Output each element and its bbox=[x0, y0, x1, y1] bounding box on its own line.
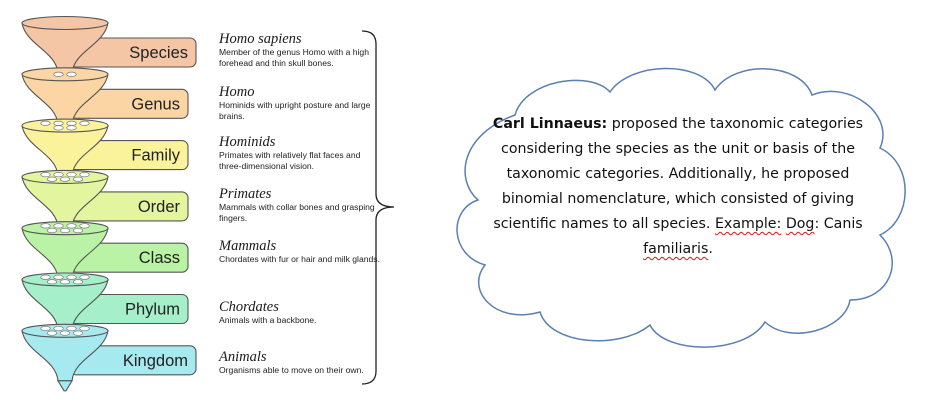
taxon-description: Mammals with collar bones and grasping f… bbox=[219, 202, 375, 223]
rim-hole bbox=[40, 325, 51, 332]
rim-hole bbox=[72, 227, 84, 234]
rank-label: Species bbox=[129, 44, 188, 62]
taxon-name: Chordates bbox=[219, 299, 279, 315]
funnel-rim bbox=[21, 67, 109, 82]
rim-hole bbox=[53, 223, 64, 229]
rim-hole bbox=[53, 172, 64, 178]
rim-hole bbox=[72, 279, 84, 285]
level-description-genus: Homo Hominids with upright posture and la… bbox=[219, 84, 384, 122]
rim-hole bbox=[40, 274, 51, 280]
rank-label: Phylum bbox=[125, 301, 180, 319]
level-description-species: Homo sapiens Member of the genus Homo wit… bbox=[219, 31, 384, 69]
rim-hole bbox=[59, 176, 71, 182]
cloud-text: Carl Linnaeus: proposed the taxonomic ca… bbox=[478, 112, 878, 262]
taxon-name: Homo sapiens bbox=[219, 31, 302, 47]
rim-hole bbox=[40, 172, 51, 178]
rim-hole bbox=[66, 71, 77, 77]
funnel-level-genus: Genus bbox=[21, 67, 189, 125]
funnel-level-kingdom: Kingdom bbox=[21, 323, 197, 392]
example-separator: : Canis bbox=[814, 216, 863, 232]
rim-hole bbox=[53, 125, 64, 131]
rim-hole bbox=[66, 325, 77, 332]
funnel-spout bbox=[57, 380, 73, 392]
rim-hole bbox=[79, 223, 90, 229]
rim-hole bbox=[66, 125, 77, 131]
example-end: . bbox=[708, 241, 713, 257]
rank-label: Kingdom bbox=[123, 352, 188, 370]
funnel-level-order: Order bbox=[21, 169, 189, 228]
rim-hole bbox=[79, 172, 90, 178]
taxon-description: Chordates with fur or hair and milk glan… bbox=[219, 254, 380, 264]
example-animal: Dog bbox=[785, 216, 815, 232]
rim-hole bbox=[79, 120, 90, 126]
rank-label: Order bbox=[138, 198, 181, 216]
taxon-description: Organisms able to move on their own. bbox=[219, 365, 364, 375]
rim-hole bbox=[46, 330, 58, 336]
rim-hole bbox=[46, 176, 58, 182]
taxon-name: Homo bbox=[219, 84, 255, 100]
rim-hole bbox=[72, 176, 84, 182]
rank-label: Genus bbox=[131, 95, 180, 113]
level-description-phylum: Chordates Animals with a backbone. bbox=[219, 299, 384, 326]
rank-label: Family bbox=[131, 147, 180, 165]
cloud-callout bbox=[456, 67, 906, 348]
rim-hole bbox=[53, 71, 64, 77]
funnel-level-family: Family bbox=[21, 118, 189, 177]
rim-hole bbox=[40, 120, 51, 126]
level-description-order: Primates Mammals with collar bones and gr… bbox=[219, 186, 384, 224]
rim-hole bbox=[53, 325, 64, 332]
funnel-level-phylum: Phylum bbox=[21, 272, 189, 331]
example-species: familiaris bbox=[643, 241, 709, 257]
grouping-brace bbox=[361, 30, 395, 385]
taxon-description: Animals with a backbone. bbox=[219, 315, 317, 325]
rim-hole bbox=[59, 227, 71, 234]
funnel-rim bbox=[21, 15, 109, 31]
rim-hole bbox=[66, 274, 77, 280]
rim-hole bbox=[53, 120, 64, 126]
rim-hole bbox=[66, 172, 77, 178]
rim-hole bbox=[66, 120, 77, 126]
cloud-body: proposed the taxonomic categories consid… bbox=[493, 116, 864, 232]
funnel-level-class: Class bbox=[21, 221, 189, 279]
funnel-level-species: Species bbox=[21, 15, 197, 74]
taxon-name: Primates bbox=[219, 186, 272, 202]
rim-hole bbox=[79, 274, 90, 280]
taxon-description: Hominids with upright posture and large … bbox=[219, 100, 371, 121]
taxon-name: Hominids bbox=[219, 134, 276, 150]
taxon-name: Mammals bbox=[219, 238, 277, 254]
rim-hole bbox=[72, 330, 84, 336]
rim-hole bbox=[59, 330, 71, 336]
rim-hole bbox=[40, 223, 51, 229]
taxon-description: Member of the genus Homo with a high for… bbox=[219, 47, 369, 68]
taxon-description: Primates with relatively flat faces and … bbox=[219, 150, 361, 171]
rim-hole bbox=[66, 223, 77, 229]
rim-hole bbox=[79, 325, 90, 332]
level-description-class: Mammals Chordates with fur or hair and mi… bbox=[219, 238, 384, 265]
level-description-family: Hominids Primates with relatively flat fa… bbox=[219, 134, 384, 172]
rim-hole bbox=[53, 274, 64, 280]
taxon-name: Animals bbox=[219, 349, 267, 365]
rim-hole bbox=[46, 227, 58, 234]
rim-hole bbox=[46, 279, 58, 285]
level-description-kingdom: Animals Organisms able to move on their o… bbox=[219, 349, 384, 376]
rim-hole bbox=[59, 279, 71, 285]
rank-label: Class bbox=[139, 249, 180, 267]
cloud-heading: Carl Linnaeus: bbox=[492, 116, 608, 132]
funnel-rim bbox=[21, 118, 109, 133]
example-label: Example: bbox=[714, 216, 782, 232]
